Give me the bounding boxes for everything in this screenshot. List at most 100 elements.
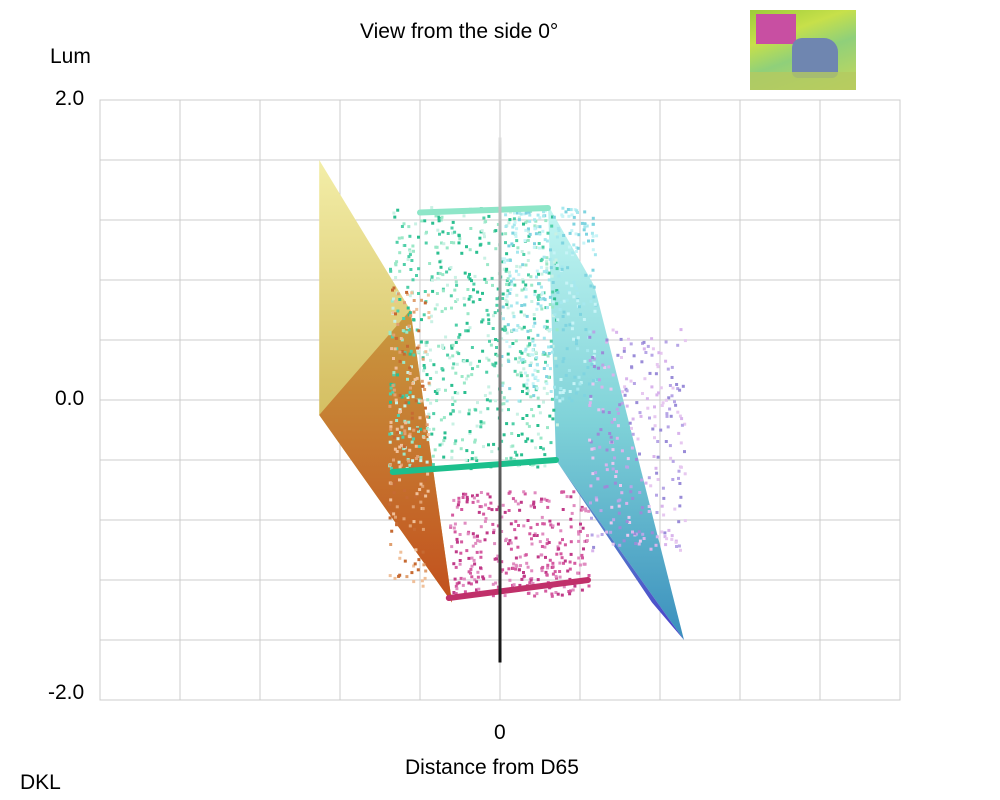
data-point	[553, 570, 557, 574]
data-point	[542, 400, 545, 404]
data-point	[494, 581, 498, 585]
data-point	[403, 404, 407, 408]
data-point	[626, 457, 630, 461]
data-point	[508, 218, 512, 222]
data-point	[404, 421, 408, 425]
data-point	[436, 271, 440, 275]
data-point	[562, 490, 566, 494]
data-point	[539, 304, 543, 308]
data-point	[410, 465, 414, 469]
data-point	[514, 519, 518, 523]
data-point	[415, 307, 419, 311]
data-point	[409, 386, 412, 390]
data-point	[405, 330, 409, 334]
data-point	[631, 496, 635, 500]
data-point	[511, 342, 515, 345]
data-point	[456, 298, 459, 302]
data-point	[398, 556, 402, 560]
data-point	[445, 246, 449, 250]
data-point	[551, 565, 555, 569]
data-point	[576, 387, 580, 391]
data-point	[525, 392, 529, 396]
data-point	[532, 317, 536, 321]
data-point	[513, 369, 517, 373]
data-point	[566, 208, 570, 211]
data-point	[524, 295, 528, 299]
data-point	[467, 297, 471, 301]
data-point	[521, 390, 524, 393]
y-tick-label-top: 2.0	[55, 87, 85, 110]
data-point	[583, 210, 587, 214]
data-point	[569, 208, 573, 212]
data-point	[557, 547, 561, 551]
data-point	[453, 391, 457, 395]
data-point	[656, 455, 660, 459]
data-point	[520, 577, 524, 581]
data-point	[426, 472, 430, 476]
data-point	[555, 395, 559, 399]
data-point	[420, 318, 423, 322]
data-point	[532, 502, 536, 506]
data-point	[652, 455, 656, 458]
data-point	[406, 395, 410, 399]
data-point	[417, 235, 420, 239]
data-point	[605, 468, 609, 472]
data-point	[546, 231, 550, 235]
data-point	[595, 234, 599, 238]
data-point	[582, 547, 585, 551]
data-point	[466, 532, 470, 536]
data-point	[391, 288, 394, 292]
data-point	[402, 360, 406, 364]
data-point	[500, 515, 504, 519]
data-point	[514, 234, 518, 238]
data-point	[548, 414, 552, 418]
data-point	[522, 367, 526, 371]
data-point	[544, 380, 548, 384]
data-point	[537, 293, 541, 297]
data-point	[436, 228, 440, 232]
data-point	[533, 505, 536, 509]
data-point	[411, 382, 415, 385]
data-point	[536, 213, 540, 217]
data-point	[501, 568, 505, 572]
data-point	[463, 303, 467, 307]
data-point	[545, 498, 549, 502]
data-point	[520, 304, 524, 307]
data-point	[396, 437, 400, 441]
data-point	[412, 437, 415, 441]
data-point	[426, 398, 430, 402]
data-point	[414, 444, 418, 448]
data-point	[659, 428, 663, 432]
data-point	[531, 414, 535, 418]
data-point	[633, 532, 636, 536]
data-point	[592, 295, 596, 299]
data-point	[467, 408, 471, 412]
data-point	[582, 302, 586, 306]
data-point	[430, 206, 434, 210]
data-point	[662, 513, 666, 517]
data-point	[402, 352, 406, 356]
data-point	[551, 344, 555, 348]
data-point	[470, 346, 474, 349]
data-point	[559, 301, 563, 305]
data-point	[542, 214, 546, 218]
data-point	[487, 506, 491, 510]
data-point	[394, 276, 398, 279]
data-point	[486, 407, 490, 411]
data-point	[589, 284, 593, 288]
data-point	[481, 291, 484, 295]
data-point	[412, 428, 416, 432]
data-point	[683, 339, 687, 343]
data-point	[466, 312, 470, 316]
data-point	[540, 307, 544, 311]
data-point	[463, 391, 467, 394]
data-point	[535, 269, 539, 273]
data-point	[677, 431, 681, 435]
data-point	[569, 552, 573, 556]
data-point	[410, 411, 414, 415]
data-point	[413, 562, 417, 566]
data-point	[581, 526, 585, 530]
data-point	[573, 283, 577, 287]
data-point	[521, 360, 525, 364]
data-point	[628, 521, 632, 524]
